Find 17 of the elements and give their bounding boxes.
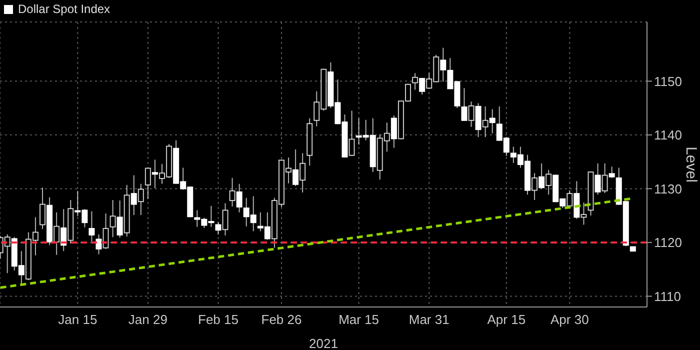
y-tick-label: 1140: [654, 128, 682, 143]
x-tick-label: Mar 31: [408, 312, 450, 328]
legend-label: Dollar Spot Index: [17, 2, 110, 16]
x-tick-label: Jan 15: [58, 312, 98, 328]
x-tick-label: Feb 15: [198, 312, 238, 328]
y-tick-label: 1110: [654, 288, 681, 304]
x-axis-title: 2021: [309, 336, 338, 350]
x-tick-label: Apr 30: [550, 312, 589, 328]
y-tick-label: 1150: [654, 74, 682, 89]
x-tick-label: Jan 29: [128, 312, 168, 328]
candlestick: [88, 210, 95, 242]
x-tick-label: Apr 15: [487, 312, 526, 328]
y-tick-label: 1120: [654, 235, 682, 250]
y-tick-label: 1130: [654, 181, 682, 196]
x-tick-label: Feb 26: [261, 312, 302, 328]
x-tick-label: Mar 15: [338, 312, 380, 328]
y-axis-title: Level: [682, 146, 700, 182]
